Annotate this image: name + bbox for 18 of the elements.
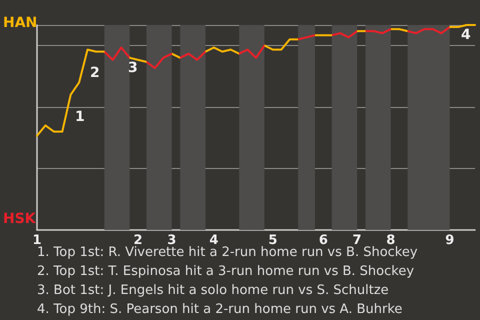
text: 3. Bot 1st: J. Engels hit a solo home run vs S. Schultze [37,283,389,298]
annotation: 1 [75,109,85,125]
x-tick-label: 6 [318,233,328,248]
annotation: HAN [3,15,38,31]
text: 2. Top 1st: T. Espinosa hit a 3-run home run vs B. Shockey [37,264,414,279]
x-tick-label: 4 [209,233,218,248]
x-tick-label: 7 [352,233,362,248]
text: 1. Top 1st: R. Viverette hit a 2-run home run vs B. Shockey [37,245,418,260]
text: HSK [3,211,37,227]
annotation: 2 [90,65,100,81]
x-tick-label: 8 [386,233,396,248]
x-tick-label: 3 [167,233,176,248]
x-tick-label: 9 [445,233,454,248]
annotation: 4 [461,27,471,43]
x-tick-label: 1 [32,233,42,248]
text: 4. Top 9th: S. Pearson hit a 2-run home run vs A. Buhrke [37,302,402,317]
x-tick-label: 5 [268,233,278,248]
annotation: 3 [128,60,138,76]
